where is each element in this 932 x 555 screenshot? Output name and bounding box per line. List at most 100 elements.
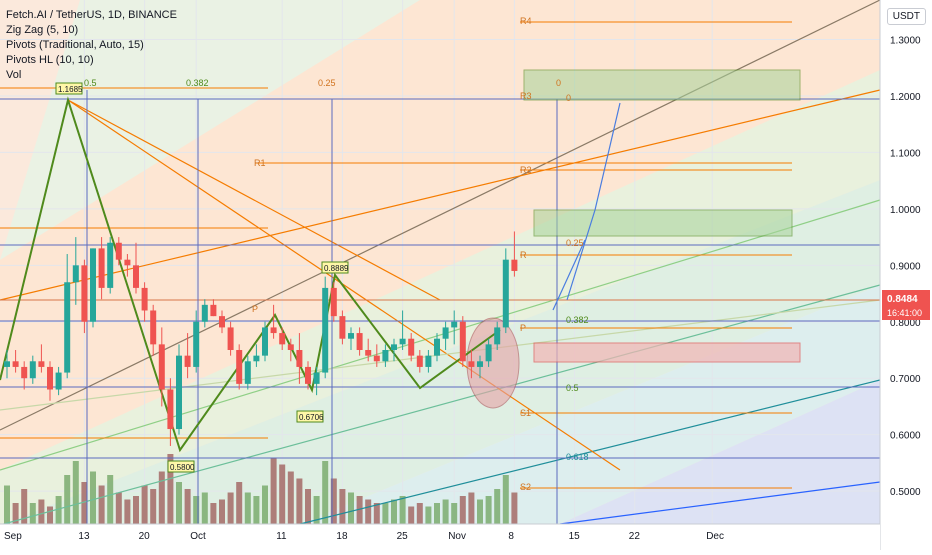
price-tick-label: 1.2000 xyxy=(890,92,921,103)
volume-bar xyxy=(219,499,225,524)
volume-bar xyxy=(201,492,208,524)
price-tick-label: 0.8000 xyxy=(890,318,921,329)
candle-body xyxy=(81,265,88,322)
trend-line xyxy=(0,284,881,526)
zigzag-line xyxy=(0,96,501,453)
volume-bar xyxy=(150,489,157,524)
candle-body xyxy=(408,338,415,356)
candle-body xyxy=(477,361,483,367)
indicator-zigzag[interactable]: Zig Zag (5, 10) xyxy=(6,24,79,36)
candle-body xyxy=(150,310,157,345)
candle-body xyxy=(339,316,346,339)
candle-body xyxy=(90,248,96,322)
indicator-pivots[interactable]: Pivots (Traditional, Auto, 15) xyxy=(6,39,144,51)
volume-bar xyxy=(408,506,415,524)
volume-bar xyxy=(133,496,139,524)
volume-bar xyxy=(322,461,329,524)
zigzag-label: 0.5800 xyxy=(170,463,195,472)
candle-body xyxy=(451,321,458,328)
volume-bar xyxy=(339,489,346,524)
volume-bar xyxy=(348,492,354,524)
volume-bar xyxy=(391,499,397,524)
volume-bar xyxy=(305,489,311,524)
candle-body xyxy=(322,287,329,373)
volume-bar xyxy=(459,496,466,524)
volume-bar xyxy=(98,485,105,524)
volume-bar xyxy=(502,475,509,524)
volume-bar xyxy=(373,503,380,524)
candle-body xyxy=(12,361,19,367)
time-tick-label: 22 xyxy=(629,531,641,542)
candle-body xyxy=(184,355,191,367)
volume-bar xyxy=(253,496,260,524)
support-zone xyxy=(533,342,801,363)
pivot-label: R3 xyxy=(520,91,532,101)
fib-label: 0.382 xyxy=(186,78,209,88)
candle-body xyxy=(115,242,122,260)
time-tick-label: Oct xyxy=(190,531,206,542)
indicator-volume[interactable]: Vol xyxy=(6,69,22,81)
zigzag-label: 0.6706 xyxy=(299,413,324,422)
zigzag-label-box xyxy=(321,261,349,274)
candle-body xyxy=(193,321,200,367)
trend-line xyxy=(67,99,621,471)
candle-body xyxy=(201,304,208,322)
candle-body xyxy=(107,242,114,288)
candle-body xyxy=(141,287,148,311)
candle-body xyxy=(210,304,217,317)
candle-body xyxy=(236,350,243,384)
price-tick-label: 0.5000 xyxy=(890,487,921,498)
time-tick-label: 25 xyxy=(397,531,409,542)
candle-body xyxy=(227,327,234,350)
candle-body xyxy=(416,355,423,367)
candle-body xyxy=(167,389,174,430)
volume-bar xyxy=(416,503,423,524)
candle-body xyxy=(391,344,397,350)
countdown-label: 16:41:00 xyxy=(887,308,922,318)
price-tick-label: 0.9000 xyxy=(890,261,921,272)
candle-body xyxy=(434,338,440,356)
candle-body xyxy=(348,333,354,339)
pivot-label: S2 xyxy=(520,482,531,492)
fib-label: 0 xyxy=(566,93,571,103)
volume-bar xyxy=(494,489,501,524)
fib-label: 0 xyxy=(556,78,561,88)
time-tick-label: 8 xyxy=(508,531,514,542)
candle-body xyxy=(98,248,105,288)
candle-body xyxy=(382,350,389,362)
volume-bar xyxy=(296,478,303,524)
candle-body xyxy=(511,259,518,271)
candle-body xyxy=(468,361,475,367)
pivot-label: P xyxy=(520,323,526,333)
fib-label: 0.25 xyxy=(566,238,584,248)
volume-bar xyxy=(468,492,475,524)
volume-bar xyxy=(107,475,114,524)
volume-bar xyxy=(141,485,148,524)
candle-body xyxy=(442,327,449,339)
volume-bar xyxy=(270,457,277,524)
price-axis-bg xyxy=(880,0,932,550)
volume-bar xyxy=(81,482,88,524)
indicator-pivots-hl[interactable]: Pivots HL (10, 10) xyxy=(6,54,94,66)
volume-bar xyxy=(55,496,62,524)
volume-bar xyxy=(4,485,10,524)
time-tick-label: 18 xyxy=(336,531,348,542)
candle-body xyxy=(253,355,260,362)
candle-body xyxy=(219,316,225,328)
indicator-legend: Fetch.AI / TetherUS, 1D, BINANCE Zig Zag… xyxy=(6,8,177,83)
chart-labels: R4 R3 R2 R1 P S1 S2 R P 0.5 0.382 0.25 0 0.25 0.382 0.5… xyxy=(55,16,589,492)
volume-bar xyxy=(365,499,372,524)
candle-body xyxy=(72,265,79,283)
volume-bar xyxy=(330,478,337,524)
time-tick-label: 13 xyxy=(78,531,90,542)
projection-arrow xyxy=(566,102,621,301)
volume-bar xyxy=(279,464,286,524)
volume-bar xyxy=(442,499,449,524)
currency-badge[interactable]: USDT xyxy=(886,8,926,25)
volume-bar xyxy=(64,475,71,524)
volume-bar xyxy=(158,471,165,524)
trend-line xyxy=(299,379,881,525)
volume-bar xyxy=(236,482,243,524)
